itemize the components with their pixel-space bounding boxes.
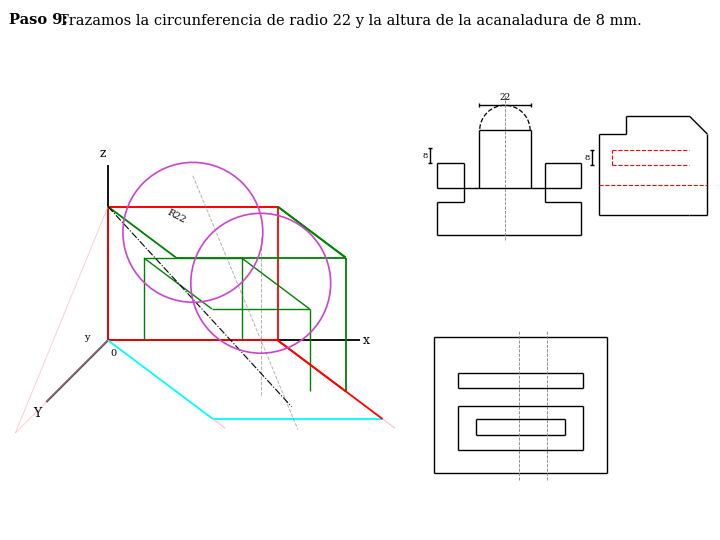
Text: 22: 22: [499, 93, 510, 102]
Text: 8: 8: [422, 152, 428, 160]
Text: Trazamos la circunferencia de radio 22 y la altura de la acanaladura de 8 mm.: Trazamos la circunferencia de radio 22 y…: [59, 14, 642, 28]
Text: 0: 0: [110, 348, 116, 357]
Text: 8: 8: [584, 153, 590, 161]
Text: Paso 9:: Paso 9:: [9, 14, 68, 28]
Text: R22: R22: [166, 208, 187, 226]
Text: x: x: [363, 334, 370, 347]
Text: Y: Y: [33, 407, 41, 420]
Text: z: z: [99, 147, 106, 160]
Text: y: y: [84, 333, 89, 342]
